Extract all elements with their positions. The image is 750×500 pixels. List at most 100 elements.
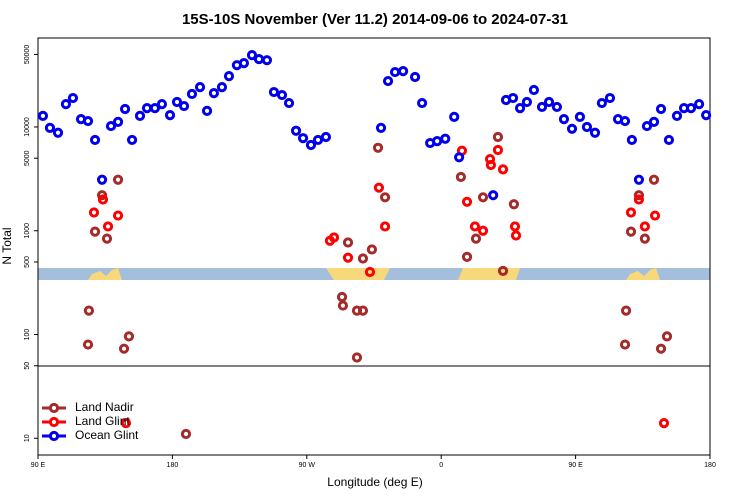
y-tick-label: 50000	[24, 45, 31, 65]
plot-frame	[37, 37, 711, 456]
point	[186, 88, 198, 100]
point	[312, 134, 324, 146]
point	[633, 190, 645, 201]
point	[283, 97, 295, 109]
point	[379, 221, 391, 232]
point	[625, 207, 637, 218]
x-axis-label: Longitude (deg E)	[327, 475, 422, 489]
point	[655, 103, 667, 115]
chart-title: 15S-10S November (Ver 11.2) 2014-09-06 t…	[182, 11, 568, 28]
point	[364, 266, 376, 278]
point	[96, 174, 108, 185]
point	[342, 237, 354, 248]
point	[373, 182, 385, 193]
y-tick-label: 100	[24, 329, 31, 341]
point	[102, 221, 114, 232]
point	[485, 159, 497, 171]
point	[461, 251, 473, 262]
point	[141, 102, 153, 114]
point	[67, 92, 79, 104]
x-tick-label: 180	[167, 462, 179, 469]
point	[171, 96, 183, 108]
x-tick-label: 90 E	[568, 462, 583, 469]
point	[507, 92, 519, 104]
point	[461, 196, 473, 207]
point	[596, 97, 607, 109]
point	[97, 194, 109, 205]
point	[432, 136, 443, 147]
point	[543, 96, 555, 108]
point	[276, 89, 288, 101]
point	[639, 221, 650, 232]
point	[89, 226, 101, 237]
point	[246, 50, 258, 61]
point	[663, 134, 675, 146]
point	[633, 174, 645, 185]
point	[641, 120, 653, 132]
point	[416, 97, 428, 109]
point	[290, 125, 302, 136]
point	[149, 102, 161, 114]
point	[648, 116, 660, 127]
point	[658, 418, 670, 429]
y-tick-label: 10	[24, 434, 31, 442]
point	[134, 110, 146, 121]
x-tick-label: 90 W	[299, 462, 316, 469]
y-tick-label: 500	[24, 256, 31, 268]
point	[510, 230, 522, 241]
point	[477, 225, 489, 236]
point	[379, 192, 391, 203]
point	[118, 343, 130, 354]
legend-marker	[48, 430, 60, 442]
point	[164, 110, 176, 121]
point	[268, 86, 280, 98]
point	[389, 66, 401, 78]
point	[216, 82, 228, 93]
legend-label: Ocean Glint	[75, 428, 139, 442]
point	[223, 71, 235, 82]
point	[89, 134, 101, 146]
x-tick-label: 180	[704, 462, 716, 469]
point	[655, 343, 667, 354]
point	[661, 331, 673, 342]
point	[178, 100, 190, 112]
y-tick-label: 50	[24, 362, 31, 370]
point	[123, 331, 135, 342]
point	[409, 71, 421, 83]
point	[619, 115, 631, 127]
point	[574, 111, 586, 123]
legend-label: Land Glint	[75, 414, 130, 428]
point	[180, 428, 192, 440]
point	[685, 102, 697, 114]
point	[620, 305, 632, 316]
point	[492, 144, 504, 156]
point	[528, 84, 540, 96]
point	[671, 110, 683, 121]
point	[566, 123, 578, 134]
point	[336, 291, 348, 303]
legend-marker	[48, 402, 60, 414]
point	[589, 127, 601, 138]
point	[693, 99, 705, 110]
point	[120, 418, 132, 429]
point	[297, 133, 309, 144]
point	[320, 131, 332, 143]
point	[509, 221, 521, 232]
point	[60, 99, 72, 110]
point	[633, 194, 645, 205]
point	[477, 192, 489, 203]
point	[619, 339, 631, 350]
point	[126, 134, 138, 146]
point	[238, 58, 250, 69]
point	[626, 134, 637, 146]
point	[372, 142, 384, 153]
y-tick-label: 1000	[24, 223, 31, 239]
point	[357, 305, 369, 316]
point	[82, 115, 94, 127]
point	[357, 253, 369, 264]
point	[119, 103, 131, 115]
point	[208, 88, 220, 99]
y-axis-label: N Total	[0, 227, 14, 264]
point	[112, 116, 124, 127]
